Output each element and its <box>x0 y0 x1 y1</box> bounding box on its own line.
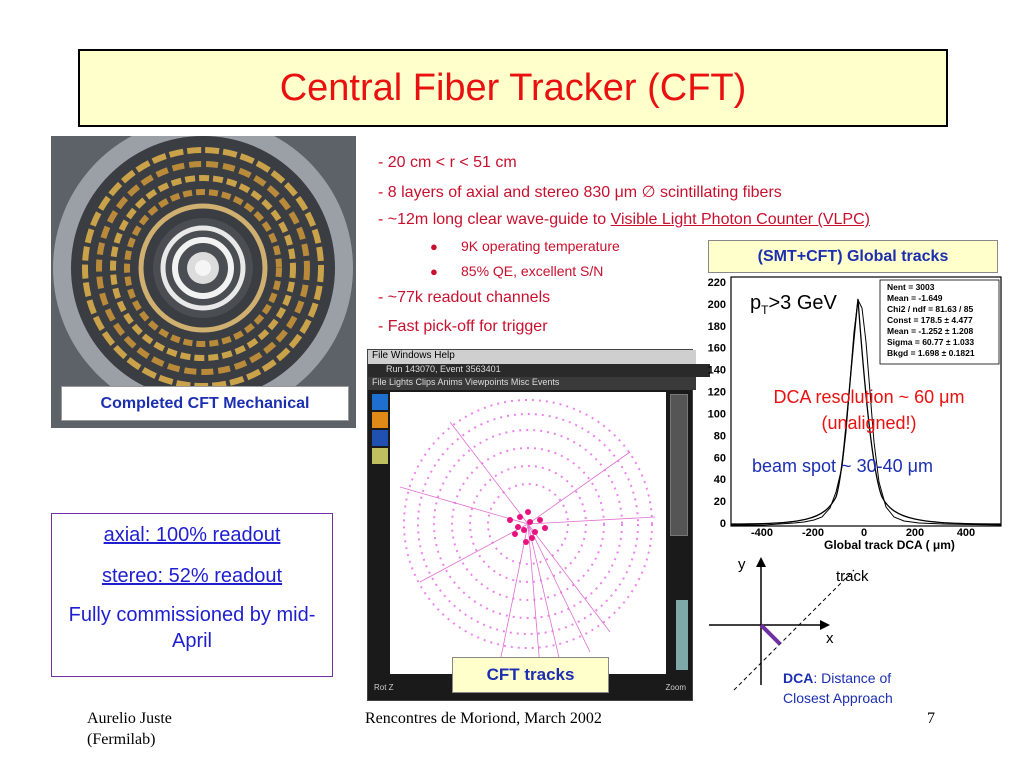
dca-histogram: 0 20 40 60 80 100 120 140 160 180 200 220 -400 -200 0… <box>704 272 1004 554</box>
gaussian-fit <box>730 298 1002 525</box>
title-box: Central Fiber Tracker (CFT) <box>78 49 948 127</box>
viewer-tool-x-icon[interactable] <box>372 394 388 410</box>
y-tick-label: 100 <box>708 408 726 420</box>
viewer-tool-z-icon[interactable] <box>372 430 388 446</box>
y-axis-arrow-icon <box>756 557 766 567</box>
cft-photo <box>51 136 356 428</box>
y-tick-label: 220 <box>708 277 726 289</box>
stats-text: Nent = 3003 Mean = -1.649 Chi2 / ndf = 8… <box>887 282 975 359</box>
dca-definition-rest: : Distance of <box>813 670 892 686</box>
dca-resolution-line2: (unaligned!) <box>821 413 917 433</box>
bullet-trigger: - Fast pick-off for trigger <box>378 318 548 335</box>
y-tick-label: 60 <box>714 452 726 464</box>
sub-bullet-qe: 85% QE, excellent S/N <box>461 263 604 279</box>
event-viewer: File Windows Help Run 143070, Event 3563… <box>367 349 710 701</box>
viewer-run-line: Run 143070, Event 3563401 <box>368 364 710 377</box>
sub-bullet-temperature: 9K operating temperature <box>461 238 620 254</box>
diagram-y-label: y <box>738 556 746 573</box>
dca-bold-label: DCA <box>783 670 814 686</box>
slide-title: Central Fiber Tracker (CFT) <box>279 66 747 109</box>
viewer-menu-bar-2[interactable]: File Lights Clips Anims Viewpoints Misc … <box>368 377 696 390</box>
dca-histogram-plot: 0 20 40 60 80 100 120 140 160 180 200 220 -400 -200 0… <box>708 276 1002 539</box>
y-tick-label: 140 <box>708 365 726 377</box>
bullet-layers: - 8 layers of axial and stereo 830 μm ∅ … <box>378 184 782 201</box>
histogram-x-ticks: -400 -200 0 200 400 <box>751 527 975 539</box>
x-tick-label: -200 <box>802 527 824 539</box>
stats-box <box>879 279 1000 365</box>
viewer-rot-label: Rot Z <box>374 683 394 692</box>
stats-const: Const = 178.5 ± 4.477 <box>887 315 973 325</box>
dca-definition-line2: Closest Approach <box>783 690 893 706</box>
x-tick-label: 200 <box>906 527 924 539</box>
stereo-readout: stereo: 52% readout <box>101 565 283 587</box>
dca-resolution-text: DCA resolution ~ 60 μm (unaligned!) <box>744 384 994 436</box>
viewer-caption: CFT tracks <box>452 657 609 693</box>
footer-author: Aurelio Juste <box>87 710 172 727</box>
y-tick-label: 160 <box>708 343 726 355</box>
photo-caption: Completed CFT Mechanical <box>61 386 349 421</box>
sub-bullet-dot-1: ● <box>430 239 438 254</box>
y-tick-label: 120 <box>708 387 726 399</box>
pt-symbol: p <box>750 292 762 314</box>
y-tick-label: 40 <box>714 474 726 486</box>
dca-segment <box>759 623 782 646</box>
histogram-y-ticks: 0 20 40 60 80 100 120 140 160 180 200 220 <box>708 277 726 530</box>
stats-fit-mean: Mean = -1.252 ± 1.208 <box>887 326 974 336</box>
viewer-menu-bar[interactable]: File Windows Help <box>368 350 696 364</box>
histogram-bins <box>731 298 1002 526</box>
pt-value: >3 GeV <box>768 292 837 314</box>
viewer-tool-pick-icon[interactable] <box>372 448 388 464</box>
vlpc-link[interactable]: Visible Light Photon Counter (VLPC) <box>610 211 870 228</box>
dca-diagram <box>709 557 855 691</box>
dca-resolution-line1: DCA resolution ~ 60 μm <box>773 387 965 407</box>
diagram-track-label: track <box>836 568 869 585</box>
footer-conference: Rencontres de Moriond, March 2002 <box>365 710 602 727</box>
histogram-xlabel: Global track DCA ( μm) <box>824 538 955 552</box>
viewer-right-toolbar[interactable] <box>670 394 688 536</box>
sub-bullet-dot-2: ● <box>430 264 438 279</box>
bullet-channels: - ~77k readout channels <box>378 289 551 306</box>
dca-definition: DCA: Distance of Closest Approach <box>783 668 893 708</box>
diagram-x-label: x <box>826 630 834 647</box>
y-tick-label: 180 <box>708 321 726 333</box>
x-tick-label: -400 <box>751 527 773 539</box>
y-tick-label: 0 <box>720 518 726 530</box>
stats-nent: Nent = 3003 <box>887 282 935 292</box>
cft-tracks-display <box>390 392 666 674</box>
viewer-zoom-label: Zoom <box>665 683 686 692</box>
pt-subscript: T <box>761 303 769 317</box>
pt-cut-label: pT>3 GeV <box>750 292 837 317</box>
stats-bkgd: Bkgd = 1.698 ± 0.1821 <box>887 348 975 358</box>
bullet-radius: - 20 cm < r < 51 cm <box>378 154 517 171</box>
bullet-waveguide: - ~12m long clear wave-guide to Visible … <box>378 211 870 229</box>
stats-sigma: Sigma = 60.77 ± 1.033 <box>887 337 975 347</box>
viewer-zoom-slider[interactable] <box>676 600 688 670</box>
cft-photo-drawing <box>51 136 356 428</box>
y-tick-label: 20 <box>714 496 726 508</box>
axial-readout: axial: 100% readout <box>103 524 281 546</box>
beam-spot-text: beam spot ~ 30-40 μm <box>752 456 933 476</box>
x-tick-label: 0 <box>861 527 867 539</box>
stats-chi2: Chi2 / ndf = 81.63 / 85 <box>887 304 974 314</box>
bullet-waveguide-prefix: - ~12m long clear wave-guide to <box>378 211 611 228</box>
viewer-tool-y-icon[interactable] <box>372 412 388 428</box>
y-tick-label: 80 <box>714 430 726 442</box>
histogram-header: (SMT+CFT) Global tracks <box>708 240 998 273</box>
x-tick-label: 400 <box>957 527 975 539</box>
x-axis-arrow-icon <box>820 620 830 630</box>
stats-mean: Mean = -1.649 <box>887 293 943 303</box>
readout-box: axial: 100% readout stereo: 52% readout … <box>51 513 333 677</box>
y-tick-label: 200 <box>708 299 726 311</box>
commissioned-text: Fully commissioned by mid-April <box>68 604 316 652</box>
footer-page-number: 7 <box>927 710 935 727</box>
track-line <box>733 569 855 691</box>
footer-affiliation: (Fermilab) <box>87 731 156 748</box>
